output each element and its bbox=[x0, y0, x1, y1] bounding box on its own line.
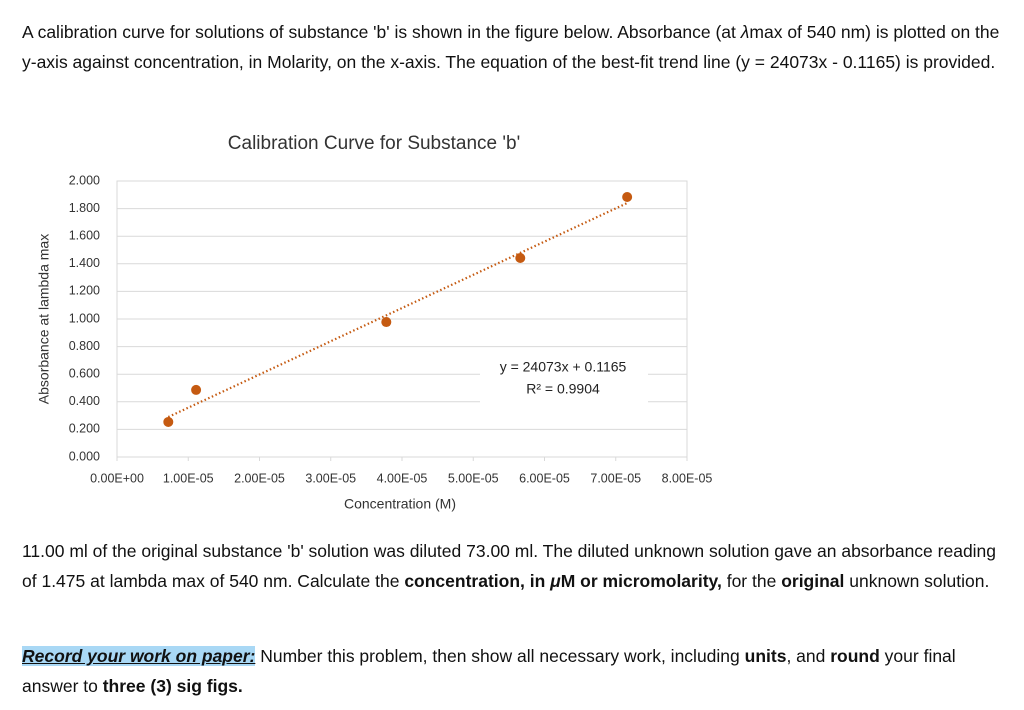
text: μ bbox=[550, 571, 561, 591]
x-tick-label: 8.00E-05 bbox=[662, 471, 713, 485]
text: λ bbox=[740, 22, 750, 42]
y-tick-label: 1.800 bbox=[69, 201, 100, 215]
text: Number this problem, then show all neces… bbox=[255, 646, 745, 666]
text: max of 540 nm) is plotted on the y-axis … bbox=[22, 22, 1000, 72]
y-tick-label: 1.600 bbox=[69, 228, 100, 242]
trendline-equation: y = 24073x + 0.1165 bbox=[500, 359, 627, 375]
y-tick-label: 0.200 bbox=[69, 422, 100, 436]
x-tick-label: 2.00E-05 bbox=[234, 471, 285, 485]
text: A calibration curve for solutions of sub… bbox=[22, 22, 741, 42]
x-tick-label: 3.00E-05 bbox=[305, 471, 356, 485]
x-tick-label: 6.00E-05 bbox=[519, 471, 570, 485]
question: 11.00 ml of the original substance 'b' s… bbox=[22, 536, 1007, 596]
chart-title: Calibration Curve for Substance 'b' bbox=[228, 133, 520, 154]
y-tick-label: 2.000 bbox=[69, 173, 100, 187]
y-tick-label: 0.600 bbox=[69, 366, 100, 380]
r-squared: R² = 0.9904 bbox=[526, 381, 600, 397]
text: round bbox=[830, 646, 880, 666]
data-point bbox=[622, 192, 633, 203]
y-tick-label: 0.400 bbox=[69, 394, 100, 408]
intro: A calibration curve for solutions of sub… bbox=[22, 17, 1007, 77]
data-point bbox=[381, 317, 392, 328]
data-point bbox=[191, 384, 202, 395]
x-tick-label: 0.00E+00 bbox=[90, 471, 144, 485]
y-tick-label: 0.800 bbox=[69, 339, 100, 353]
text: three (3) sig figs. bbox=[102, 676, 243, 696]
highlight: Record your work on paper: bbox=[22, 646, 256, 666]
y-axis-label: Absorbance at lambda max bbox=[36, 234, 52, 404]
text: , and bbox=[786, 646, 831, 666]
text: your final answer to bbox=[22, 646, 956, 696]
text: original bbox=[781, 571, 845, 591]
text: 11.00 ml of the original substance 'b' s… bbox=[22, 541, 997, 591]
data-point bbox=[515, 253, 526, 264]
x-axis-label: Concentration (M) bbox=[344, 496, 456, 512]
text: concentration, in bbox=[404, 571, 551, 591]
x-tick-label: 5.00E-05 bbox=[448, 471, 499, 485]
text: M or micromolarity, bbox=[560, 571, 722, 591]
y-tick-label: 1.400 bbox=[69, 256, 100, 270]
y-tick-label: 1.000 bbox=[69, 311, 100, 325]
chart: Calibration Curve for Substance 'b' Conc… bbox=[36, 133, 713, 512]
equation-box bbox=[480, 357, 648, 405]
y-tick-label: 1.200 bbox=[69, 284, 100, 298]
text: for the bbox=[721, 571, 782, 591]
text: units bbox=[744, 646, 787, 666]
x-tick-label: 4.00E-05 bbox=[377, 471, 428, 485]
y-tick-label: 0.000 bbox=[69, 449, 100, 463]
trendline bbox=[167, 202, 628, 419]
x-tick-label: 7.00E-05 bbox=[590, 471, 641, 485]
data-point bbox=[163, 416, 174, 427]
text: unknown solution. bbox=[844, 571, 990, 591]
x-tick-label: 1.00E-05 bbox=[163, 471, 214, 485]
instructions: Record your work on paper: Number this p… bbox=[22, 641, 1007, 701]
